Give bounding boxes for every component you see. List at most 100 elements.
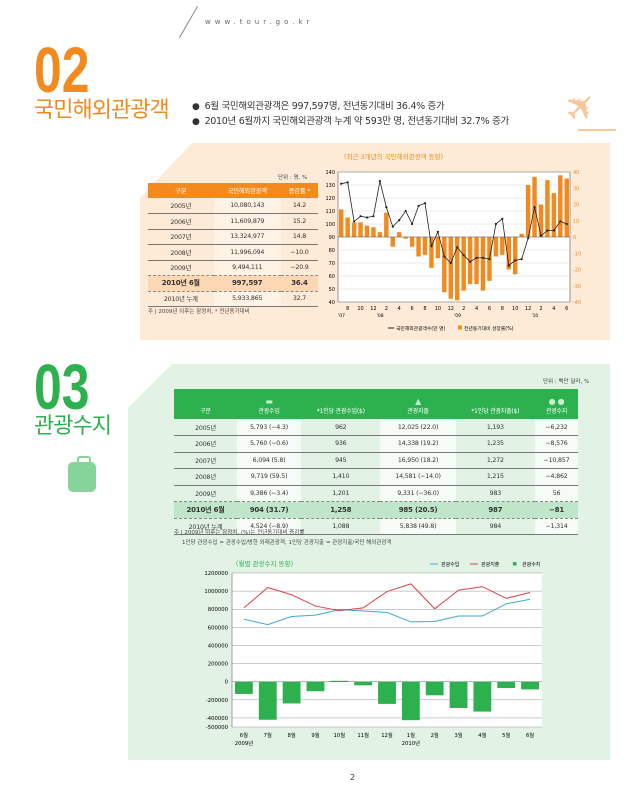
balance-bar: [497, 681, 516, 689]
growth-bar: [519, 233, 524, 237]
table-cell: 985 (20.5): [380, 501, 456, 519]
page-number: 2: [350, 773, 356, 782]
legend-bar-swatch: [458, 325, 462, 330]
year-label: 2009년: [235, 739, 253, 747]
visitors-point: [359, 215, 362, 218]
table-cell: 2005년: [174, 419, 238, 436]
section-title: 국민해외관광객: [34, 98, 170, 123]
table-row: 2010년 누계 4,524 (−8.9) 1,088 5,838 (49.8) 984…: [174, 518, 578, 535]
visitors-point: [398, 219, 401, 222]
section-title: 관광수지: [34, 414, 112, 439]
visitors-point: [353, 220, 356, 223]
visitors-point: [488, 258, 491, 261]
visitors-point: [404, 209, 407, 213]
balance-bar: [258, 681, 277, 720]
y-tick: -200000: [206, 698, 229, 704]
col-header: ● ● 관광수지: [535, 389, 578, 419]
x-tick: 8월: [287, 731, 295, 739]
table-cell: 1,258: [301, 501, 381, 519]
table-row: 2010년 6월 904 (31.7) 1,258 985 (20.5) 987 −81: [174, 501, 578, 519]
visitors-point: [501, 217, 504, 220]
table-cell: 11,609,879: [213, 213, 281, 230]
plot-area: [232, 573, 542, 727]
balance-bar: [330, 680, 349, 682]
table-row: 2007년 13,324,977 14.8: [148, 229, 318, 245]
visitors-table: 구분 국민해외관광객 증감률 * 2005년 10,080,143 14.2 2006년 1…: [148, 183, 318, 307]
y-left-tick: 130: [325, 183, 335, 189]
table-cell: 9,331 (−36.0): [380, 485, 456, 502]
x-tick: 2: [539, 306, 542, 312]
growth-bar: [551, 193, 557, 237]
x-tick: 9월: [311, 731, 319, 739]
table-cell: 997,597: [213, 275, 281, 292]
x-tick: 10월: [333, 731, 345, 739]
balance-bar: [306, 681, 325, 692]
growth-bar: [371, 227, 376, 237]
balance-bar: [235, 681, 253, 694]
growth-bar: [339, 209, 344, 237]
x-tick: 8: [346, 306, 349, 312]
x-tick: 11월: [357, 731, 369, 739]
legend-label: 전년동기대비 성장률(%): [464, 325, 514, 332]
balance-bar: [354, 681, 373, 686]
chart-title: 〈월별 관광수지 동향〉: [232, 559, 297, 568]
table-cell: 5,933,865: [213, 291, 281, 307]
col-header: 증감률 *: [280, 183, 318, 198]
table-row: 2006년 5,760 (−0.6) 936 14,338 (19.2) 1,235 −8…: [174, 435, 578, 453]
y-left-tick: 100: [325, 222, 335, 228]
y-left-tick: 110: [325, 209, 335, 215]
visitors-point: [565, 222, 568, 226]
y-tick: 800000: [208, 607, 229, 613]
section-number: 02: [34, 34, 90, 106]
col-header: 구분: [174, 389, 238, 419]
table-cell: 1,193: [455, 419, 536, 436]
growth-bar: [435, 237, 441, 259]
visitors-point: [449, 261, 452, 265]
x-tick: 2: [462, 306, 465, 312]
visitors-point: [436, 230, 439, 233]
x-tick: 12: [370, 306, 376, 312]
visitors-point: [552, 229, 555, 232]
legend-label: 관광수지: [522, 561, 540, 568]
visitors-point: [559, 220, 562, 223]
balance-icon: ● ●: [548, 397, 565, 406]
growth-bar: [377, 232, 383, 237]
growth-bar: [416, 237, 421, 257]
table-cell: −20.9: [280, 260, 318, 276]
y-right-tick: -40: [573, 300, 581, 306]
growth-bar: [403, 237, 408, 239]
y-right-tick: 10: [573, 219, 579, 225]
visitors-point: [443, 255, 446, 258]
tourism-balance-table: 구분 ▬ 관광수입 *1인당 관광수입($) ▲ 관광지출 *1인당 관광지출($)…: [174, 389, 578, 535]
x-tick: 6: [565, 306, 568, 312]
balance-bar: [401, 681, 420, 721]
x-tick: 6: [488, 306, 491, 312]
year-label: '07: [338, 313, 345, 319]
x-tick: 2: [385, 306, 388, 312]
col-header: ▲ 관광지출: [380, 389, 456, 419]
x-tick: 12: [448, 306, 454, 312]
legend-swatch: [513, 562, 517, 566]
table-cell: 9,494,111: [213, 260, 281, 276]
table-row: 2009년 9,494,111 −20.9: [148, 260, 318, 276]
year-label: '10: [531, 313, 538, 319]
y-right-tick: 40: [573, 170, 579, 176]
table-cell: 2008년: [174, 468, 238, 486]
x-tick: 8: [501, 306, 504, 312]
y-right-tick: -20: [573, 268, 581, 274]
table-cell: 2006년: [148, 213, 214, 230]
col-header: *1인당 관광수입($): [301, 389, 381, 419]
growth-bar: [525, 185, 531, 237]
y-left-tick: 80: [329, 248, 335, 254]
legend-label: 관광지출: [481, 561, 500, 568]
y-right-tick: -10: [573, 251, 581, 257]
expense-icon: ▲: [415, 397, 422, 406]
visitors-point: [365, 216, 369, 219]
growth-bar: [480, 237, 486, 291]
unit-label: 단위 : 명, %: [278, 175, 308, 181]
growth-bar: [558, 175, 563, 237]
monthly-balance-chart: 〈월별 관광수지 동향〉 1200000 1000000 800000 600000 40…: [204, 559, 542, 747]
table-cell: 6,094 (5.8): [237, 452, 302, 469]
visitors-point: [456, 246, 459, 249]
growth-bar: [429, 237, 434, 268]
